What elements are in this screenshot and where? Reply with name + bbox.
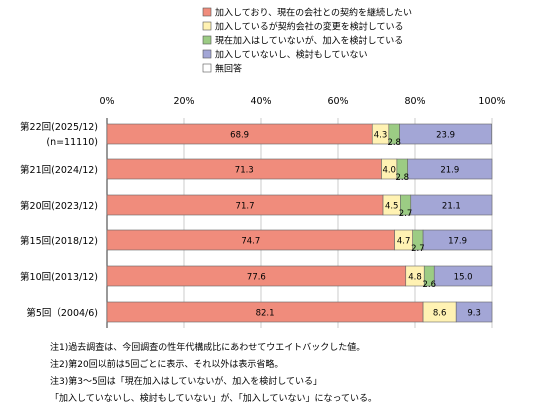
data-label: 4.8 [408,273,422,283]
data-label: 8.6 [433,309,447,319]
bars [106,123,493,323]
category-label: 第5回（2004/6) [26,307,98,319]
category-label: 第20回(2023/12) [20,200,98,212]
legend-swatch [202,21,212,31]
footnote-4: 「加入していないし、検討もしていない」が、「加入していない」になっている。 [50,394,378,404]
data-label: 71.3 [235,166,254,176]
data-label: 74.7 [241,237,260,247]
footnote-1: 注1)過去調査は、今回調査の性年代構成比にあわせてウエイトバックした値。 [50,343,366,353]
footnote-2: 注2)第20回以前は5回ごとに表示、それ以外は表示省略。 [50,360,284,370]
data-label: 77.6 [247,273,266,283]
x-tick-label: 80% [404,96,425,107]
data-label: 2.7 [399,209,413,219]
data-label: 2.6 [422,280,436,290]
data-label: 17.9 [448,237,467,247]
bar-segment [455,301,493,323]
data-label: 21.1 [442,202,461,212]
data-label: 9.3 [467,309,481,319]
legend-swatch [202,63,212,73]
x-tick-label: 0% [99,96,114,107]
data-label: 68.9 [230,131,249,141]
data-label: 15.0 [454,273,473,283]
legend-swatch [202,7,212,17]
gridlines [106,118,493,328]
legend-swatch [202,35,212,45]
stacked-bar-chart: 加入しており、現在の会社との契約を継続したい加入しているが契約会社の変更を検討し… [20,7,506,328]
data-label: 82.1 [256,309,275,319]
data-label: 4.5 [385,202,399,212]
x-tick-label: 20% [173,96,194,107]
footnotes: 注1)過去調査は、今回調査の性年代構成比にあわせてウエイトバックした値。 注2)… [50,340,377,408]
data-label: 21.9 [440,166,459,176]
legend-label: 加入しており、現在の会社との契約を継続したい [215,7,412,19]
legend: 加入しており、現在の会社との契約を継続したい加入しているが契約会社の変更を検討し… [202,7,412,75]
x-tick-label: 100% [478,96,505,107]
legend-label: 加入しているが契約会社の変更を検討している [215,21,403,33]
category-label: (n=11110) [46,137,98,148]
bar-segment [410,194,493,216]
data-label: 4.3 [374,131,388,141]
data-label: 71.7 [236,202,255,212]
category-label: 第15回(2018/12) [20,235,98,247]
legend-label: 無回答 [215,63,242,75]
data-label: 2.8 [387,138,401,148]
x-axis-tick-labels: 0% 20% 40% 60% 80% 100% [99,96,505,107]
x-tick-label: 40% [250,96,271,107]
data-labels: 68.9 4.32.823.971.3 4.02.821.971.7 4.52.721… [230,131,481,319]
category-labels: 第22回(2025/12) (n=11110) 第21回(2024/12) 第20回(… [20,121,98,319]
category-label: 第21回(2024/12) [20,164,98,176]
category-label: 第22回(2025/12) [20,121,98,133]
legend-swatch [202,49,212,59]
category-label: 第10回(2013/12) [20,271,98,283]
data-label: 4.0 [382,166,396,176]
bar-segment [399,123,492,145]
data-label: 2.8 [396,173,410,183]
data-label: 4.7 [397,237,411,247]
footnote-3: 注3)第3～5回は「現在加入はしていないが、加入を検討している」 [50,377,322,387]
x-tick-label: 60% [327,96,348,107]
data-label: 23.9 [436,131,455,141]
legend-label: 現在加入はしていないが、加入を検討している [215,35,403,47]
data-label: 2.7 [411,244,425,254]
bar-segment [422,229,493,251]
bar-segment [407,158,493,180]
legend-label: 加入していないし、検討もしていない [215,49,367,61]
bar-segment [433,265,493,287]
